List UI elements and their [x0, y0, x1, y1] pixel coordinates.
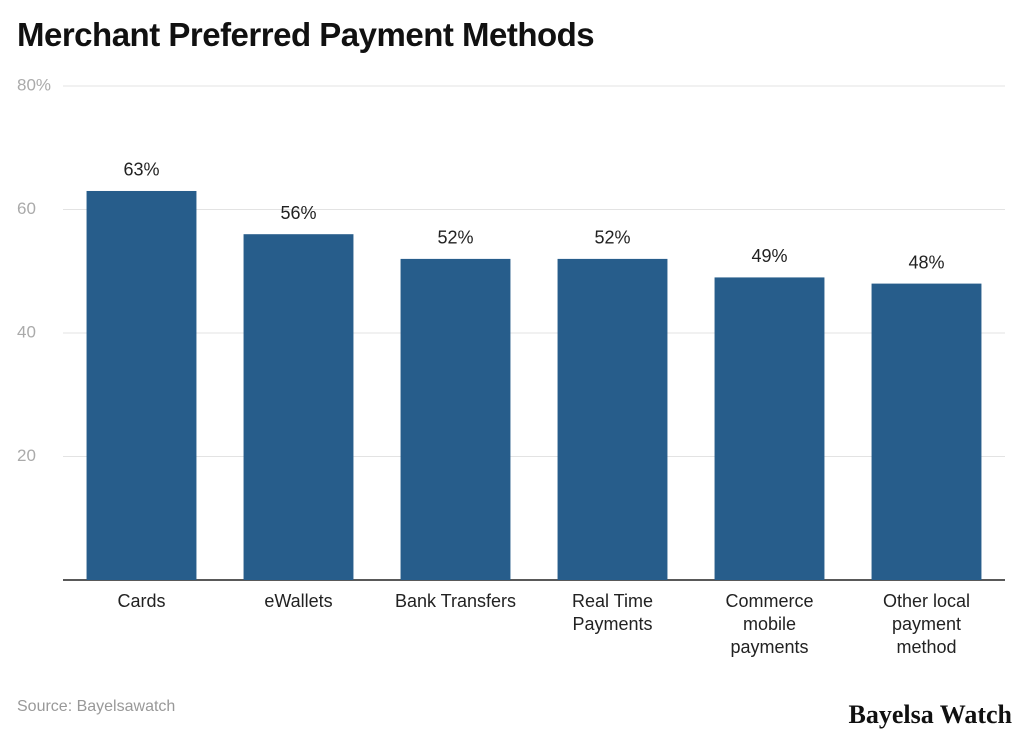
data-label: 48%: [908, 252, 944, 272]
bar: [557, 258, 668, 580]
y-tick-label: 40: [17, 322, 36, 341]
x-tick-label: Real Time Payments: [571, 591, 654, 634]
x-tick-label: Cards: [117, 591, 166, 611]
y-tick-label: 60: [17, 199, 36, 218]
source: Source: Bayelsawatch: [17, 698, 176, 715]
bar: [243, 234, 354, 580]
data-label: 63%: [123, 160, 159, 180]
brand: Bayelsa Watch: [848, 700, 1012, 729]
x-tick-label: Bank Transfers: [394, 591, 517, 611]
bar: [86, 190, 197, 580]
y-tick-label: 20: [17, 446, 36, 465]
data-label: 56%: [280, 203, 316, 223]
data-label: 52%: [437, 228, 473, 248]
x-tick-label: Commerce mobile payments: [725, 591, 814, 657]
data-label: 49%: [751, 246, 787, 266]
bar: [714, 277, 825, 580]
chart-title: Merchant Preferred Payment Methods: [17, 16, 595, 53]
x-tick-label: eWallets: [264, 591, 333, 611]
bar: [400, 258, 511, 580]
data-label: 52%: [594, 228, 630, 248]
x-tick-label: Other local payment method: [882, 591, 971, 657]
y-tick-label: 80%: [17, 75, 51, 94]
bar: [871, 283, 982, 580]
